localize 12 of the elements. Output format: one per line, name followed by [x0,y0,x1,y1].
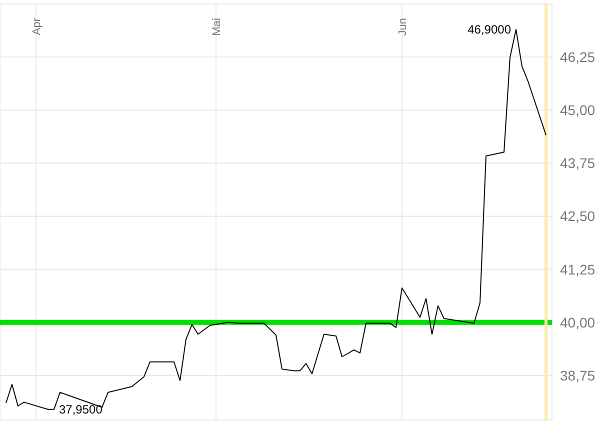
annotation: 46,9000 [468,22,512,37]
y-tick-label: 40,00 [560,314,596,330]
y-tick-label: 45,00 [560,102,596,118]
annotation: 37,9500 [59,402,103,417]
y-tick-label: 42,50 [560,208,596,224]
y-tick-label: 41,25 [560,261,596,278]
y-tick-label: 38,75 [560,367,596,384]
x-tick-label: Jun [397,18,409,36]
x-tick-label: Apr [31,18,43,36]
y-tick-label: 43,75 [560,155,596,172]
x-tick-label: Mai [211,18,223,36]
y-tick-label: 46,25 [560,49,596,66]
